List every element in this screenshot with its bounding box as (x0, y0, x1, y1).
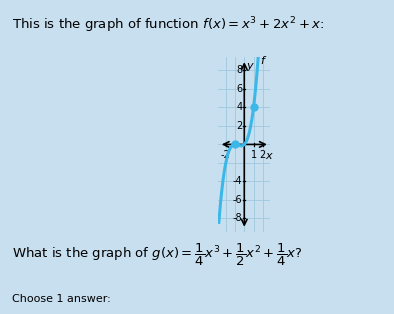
Text: -4: -4 (233, 176, 243, 187)
Text: What is the graph of $g(x) = \dfrac{1}{4}x^3 + \dfrac{1}{2}x^2 + \dfrac{1}{4}x$?: What is the graph of $g(x) = \dfrac{1}{4… (12, 242, 302, 268)
Text: $x$: $x$ (265, 151, 274, 161)
Text: Choose 1 answer:: Choose 1 answer: (12, 294, 111, 304)
Text: -8: -8 (233, 214, 243, 224)
Text: -6: -6 (233, 195, 243, 205)
Text: 2: 2 (260, 149, 266, 160)
Text: 1: 1 (251, 149, 256, 160)
Text: 2: 2 (236, 121, 243, 131)
Text: $f$: $f$ (260, 54, 268, 66)
Text: 8: 8 (236, 65, 243, 75)
Text: 6: 6 (236, 84, 243, 94)
Text: This is the graph of function $f(x) = x^3 + 2x^2 + x$:: This is the graph of function $f(x) = x^… (12, 16, 324, 35)
Text: 4: 4 (236, 102, 243, 112)
Text: $y$: $y$ (246, 61, 255, 73)
Text: -2: -2 (221, 149, 230, 160)
